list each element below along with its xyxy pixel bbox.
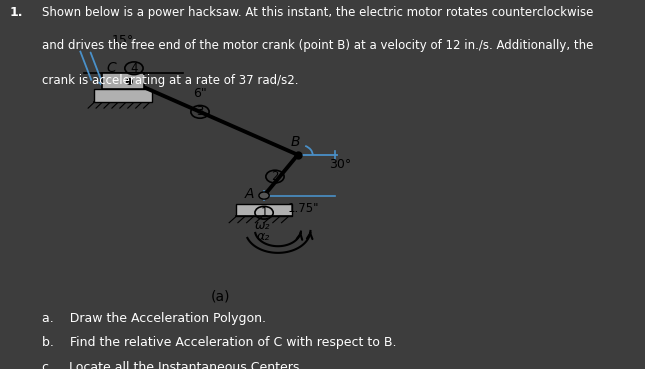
Text: 4: 4 — [130, 62, 137, 75]
Bar — [103, 73, 144, 89]
Text: b.    Find the relative Acceleration of C with respect to B.: b. Find the relative Acceleration of C w… — [42, 336, 397, 349]
Text: crank is accelerating at a rate of 37 rad/s2.: crank is accelerating at a rate of 37 ra… — [42, 74, 299, 87]
Text: B: B — [291, 135, 301, 149]
Text: α₂: α₂ — [256, 230, 270, 243]
Text: 6": 6" — [193, 87, 206, 100]
Circle shape — [259, 192, 269, 199]
Text: C: C — [106, 61, 116, 75]
Text: 1: 1 — [261, 206, 268, 219]
Text: 3: 3 — [196, 105, 204, 118]
Text: (a): (a) — [211, 290, 230, 304]
Text: and drives the free end of the motor crank (point B) at a velocity of 12 in./s. : and drives the free end of the motor cra… — [42, 39, 593, 52]
Text: c.    Locate all the Instanṭaneous Centers.: c. Locate all the Instanṭaneous Centers… — [42, 360, 303, 369]
Text: 1.: 1. — [10, 6, 23, 18]
Text: Shown below is a power hacksaw. At this instant, the electric motor rotates coun: Shown below is a power hacksaw. At this … — [42, 6, 593, 18]
Bar — [236, 204, 292, 216]
Bar — [94, 89, 152, 102]
Text: 1.75": 1.75" — [288, 203, 319, 215]
Text: 15°: 15° — [112, 34, 134, 46]
Text: A: A — [244, 187, 253, 201]
Text: ω₂: ω₂ — [255, 219, 271, 232]
Text: 30°: 30° — [329, 158, 351, 171]
Text: a.    Draw the Acceleration Polygon.: a. Draw the Acceleration Polygon. — [42, 312, 266, 325]
Text: 2: 2 — [271, 170, 279, 183]
